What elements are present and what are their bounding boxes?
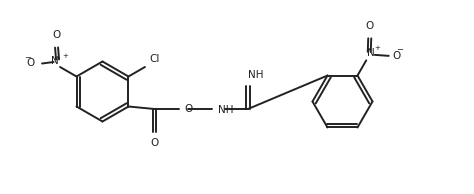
Text: O: O <box>53 30 61 41</box>
Text: O: O <box>392 51 401 61</box>
Text: NH: NH <box>248 69 264 80</box>
Text: −: − <box>25 53 32 62</box>
Text: +: + <box>375 45 381 51</box>
Text: O: O <box>365 21 374 31</box>
Text: O: O <box>27 59 35 68</box>
Text: N: N <box>51 56 59 66</box>
Text: N: N <box>367 48 375 58</box>
Text: NH: NH <box>219 105 234 115</box>
Text: Cl: Cl <box>149 55 159 64</box>
Text: +: + <box>62 53 68 59</box>
Text: −: − <box>396 45 403 54</box>
Text: O: O <box>150 138 159 148</box>
Text: O: O <box>184 104 192 114</box>
